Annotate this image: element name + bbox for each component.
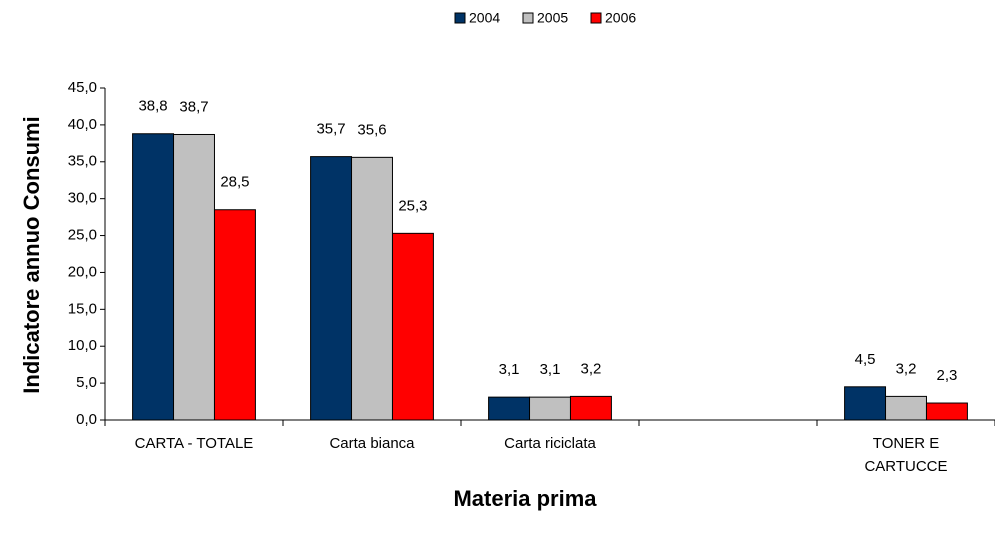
data-label: 38,7 bbox=[179, 98, 208, 115]
bar bbox=[569, 395, 612, 421]
data-label: 3,1 bbox=[540, 361, 561, 378]
bar bbox=[132, 133, 175, 421]
x-tick-label: Carta riciclata bbox=[504, 435, 596, 452]
bar bbox=[351, 156, 393, 421]
data-label: 28,5 bbox=[220, 174, 249, 191]
x-tick-label: TONER E CARTUCCE bbox=[864, 435, 948, 475]
y-tick-label: 40,0 bbox=[68, 116, 97, 133]
x-axis-title: Materia prima bbox=[453, 486, 597, 511]
y-tick-label: 10,0 bbox=[68, 337, 97, 354]
y-tick-label: 25,0 bbox=[68, 227, 97, 244]
bar bbox=[925, 402, 968, 421]
legend-label: 2004 bbox=[469, 10, 500, 26]
bar bbox=[488, 396, 531, 421]
y-tick-label: 0,0 bbox=[76, 411, 97, 428]
data-label: 3,1 bbox=[499, 361, 520, 378]
legend-swatch bbox=[522, 12, 534, 24]
x-tick-label: CARTA - TOTALE bbox=[134, 435, 254, 452]
bar bbox=[213, 209, 256, 421]
legend-label: 2006 bbox=[605, 10, 636, 26]
data-label: 35,6 bbox=[357, 121, 386, 138]
data-label: 2,3 bbox=[937, 367, 958, 384]
data-label: 4,5 bbox=[855, 351, 876, 368]
legend-swatch bbox=[590, 12, 602, 24]
bar bbox=[391, 232, 434, 421]
y-axis-title: Indicatore annuo Consumi bbox=[19, 116, 44, 393]
legend-label: 2005 bbox=[537, 10, 568, 26]
y-tick-label: 5,0 bbox=[76, 374, 97, 391]
bar bbox=[844, 386, 887, 421]
data-label: 38,8 bbox=[138, 98, 167, 115]
data-label: 3,2 bbox=[896, 360, 917, 377]
data-label: 35,7 bbox=[316, 121, 345, 138]
bar bbox=[173, 133, 215, 421]
data-label: 25,3 bbox=[398, 197, 427, 214]
y-tick-label: 45,0 bbox=[68, 79, 97, 96]
y-tick-label: 30,0 bbox=[68, 190, 97, 207]
bar bbox=[310, 156, 353, 421]
x-tick-label: Carta bianca bbox=[329, 435, 415, 452]
data-label: 3,2 bbox=[581, 360, 602, 377]
y-tick-label: 15,0 bbox=[68, 300, 97, 317]
y-tick-label: 20,0 bbox=[68, 263, 97, 280]
y-tick-label: 35,0 bbox=[68, 153, 97, 170]
bar bbox=[885, 395, 927, 421]
bar bbox=[529, 396, 571, 421]
legend-swatch bbox=[454, 12, 466, 24]
